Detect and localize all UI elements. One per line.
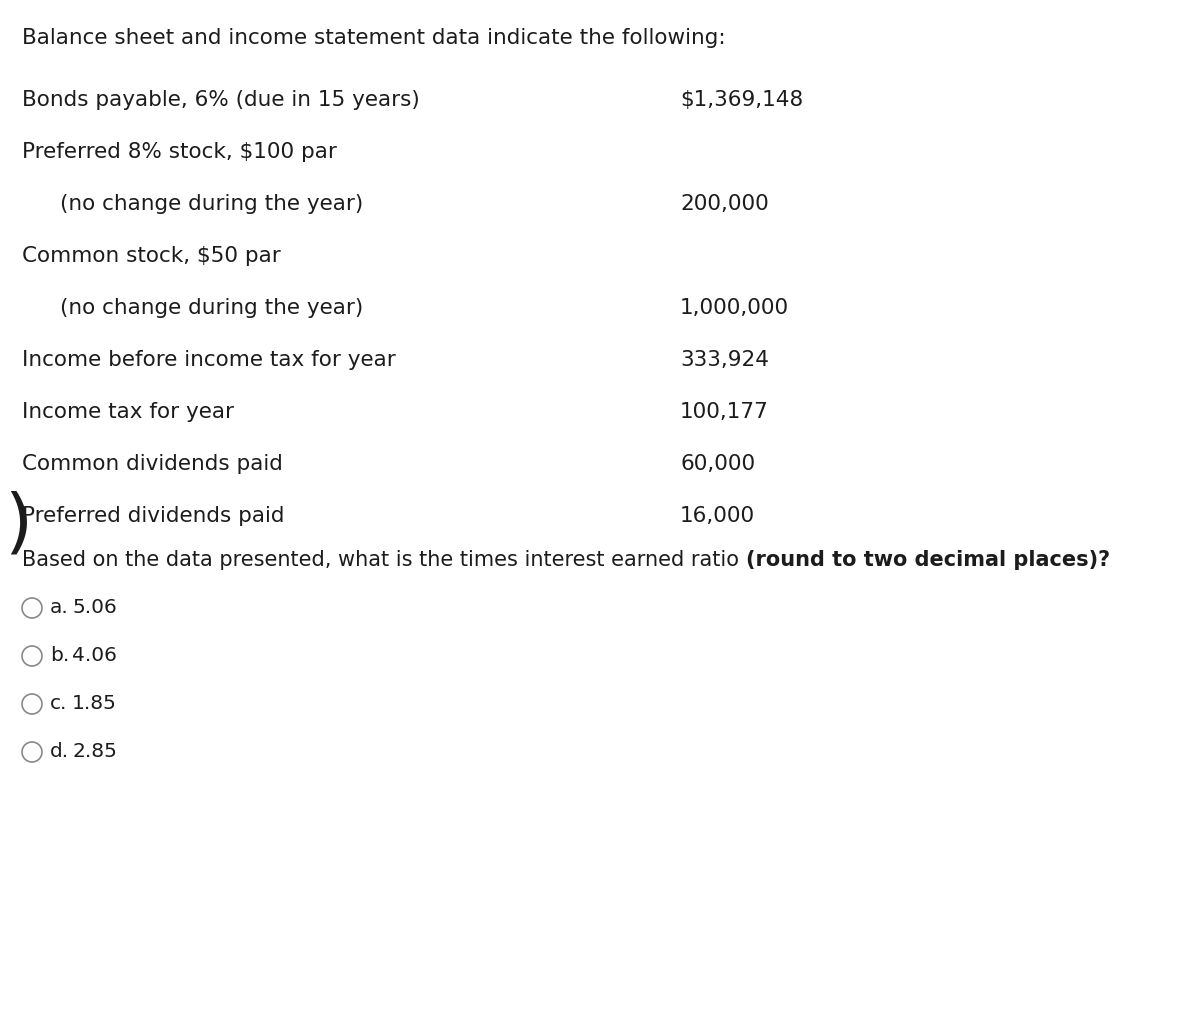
Text: Common dividends paid: Common dividends paid bbox=[22, 454, 283, 474]
Text: (no change during the year): (no change during the year) bbox=[60, 194, 364, 214]
Text: 4.06: 4.06 bbox=[72, 646, 116, 665]
Text: 200,000: 200,000 bbox=[680, 194, 769, 214]
Text: 1.85: 1.85 bbox=[72, 694, 116, 713]
Text: 16,000: 16,000 bbox=[680, 506, 755, 526]
Text: a.: a. bbox=[50, 598, 68, 617]
Text: d.: d. bbox=[50, 742, 70, 761]
Text: 100,177: 100,177 bbox=[680, 402, 769, 422]
Text: ): ) bbox=[4, 490, 32, 559]
Text: Preferred dividends paid: Preferred dividends paid bbox=[22, 506, 284, 526]
Text: Common stock, $50 par: Common stock, $50 par bbox=[22, 246, 281, 266]
Text: 1,000,000: 1,000,000 bbox=[680, 298, 790, 318]
Text: (no change during the year): (no change during the year) bbox=[60, 298, 364, 318]
Text: Preferred 8% stock, $100 par: Preferred 8% stock, $100 par bbox=[22, 142, 337, 162]
Text: 333,924: 333,924 bbox=[680, 350, 769, 370]
Text: (round to two decimal places)?: (round to two decimal places)? bbox=[745, 550, 1110, 570]
Text: b.: b. bbox=[50, 646, 70, 665]
Text: $1,369,148: $1,369,148 bbox=[680, 90, 803, 110]
Text: 2.85: 2.85 bbox=[72, 742, 116, 761]
Text: Income tax for year: Income tax for year bbox=[22, 402, 234, 422]
Text: Balance sheet and income statement data indicate the following:: Balance sheet and income statement data … bbox=[22, 28, 726, 48]
Text: Income before income tax for year: Income before income tax for year bbox=[22, 350, 396, 370]
Text: Bonds payable, 6% (due in 15 years): Bonds payable, 6% (due in 15 years) bbox=[22, 90, 420, 110]
Text: c.: c. bbox=[50, 694, 67, 713]
Text: 60,000: 60,000 bbox=[680, 454, 755, 474]
Text: Based on the data presented, what is the times interest earned ratio: Based on the data presented, what is the… bbox=[22, 550, 745, 570]
Text: 5.06: 5.06 bbox=[72, 598, 116, 617]
